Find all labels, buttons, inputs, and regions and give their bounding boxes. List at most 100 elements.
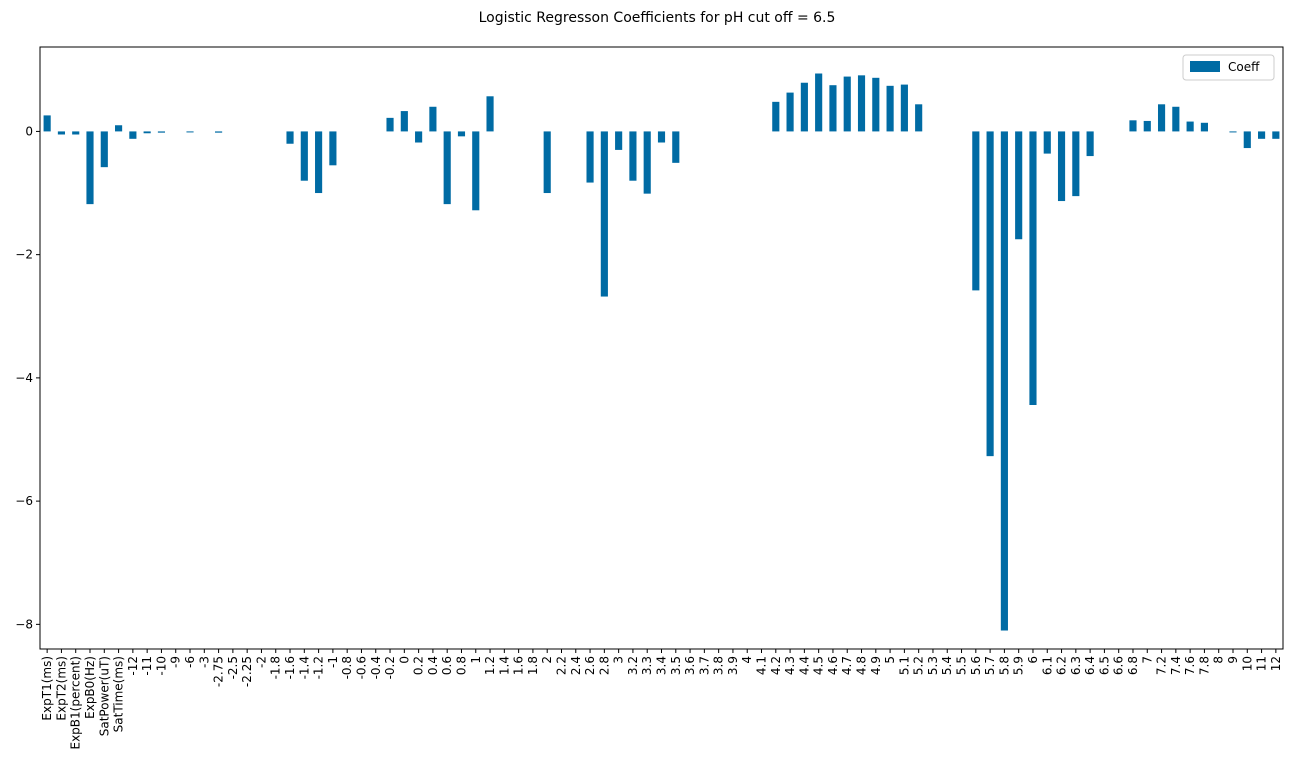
bar-11	[1258, 131, 1266, 139]
x-tick-label: 1.6	[512, 656, 526, 675]
x-tick-label: 0.8	[454, 656, 468, 675]
x-tick-label: 1.4	[497, 656, 511, 675]
x-tick-label: SatTime(ms)	[112, 656, 126, 732]
x-tick-label: SatPower(uT)	[97, 656, 111, 736]
x-tick-label: ExpT1(ms)	[40, 656, 54, 721]
y-tick-label: −4	[15, 371, 33, 385]
x-tick-label: 8	[1212, 656, 1226, 664]
bar-4.5	[815, 73, 823, 132]
x-tick-label: -2.75	[212, 656, 226, 687]
x-tick-label: -2	[254, 656, 268, 668]
legend-swatch	[1190, 61, 1220, 72]
bar-5.9	[1015, 131, 1023, 240]
bar-ExpT1(ms)	[43, 115, 51, 132]
x-tick-label: -9	[169, 656, 183, 668]
x-tick-label: -1.8	[269, 656, 283, 679]
bar-ExpB0(Hz)	[86, 131, 94, 205]
x-tick-label: -0.4	[369, 656, 383, 679]
legend-label: Coeff	[1228, 60, 1260, 74]
x-tick-label: 5.2	[912, 656, 926, 675]
bar-7.4	[1172, 106, 1180, 132]
bar-5.2	[915, 104, 923, 132]
bar-0.2	[415, 131, 423, 143]
x-tick-label: 6.5	[1097, 656, 1111, 675]
y-tick-label: −8	[15, 617, 33, 631]
bar--1.6	[286, 131, 294, 144]
x-tick-label: 0	[397, 656, 411, 664]
x-tick-label: 4.9	[869, 656, 883, 675]
x-tick-label: 2	[540, 656, 554, 664]
x-tick-label: 3.9	[726, 656, 740, 675]
x-tick-label: 1.8	[526, 656, 540, 675]
bar-4.9	[872, 77, 880, 132]
x-tick-label: 5.8	[997, 656, 1011, 675]
x-tick-label: 4.8	[855, 656, 869, 675]
x-tick-label: -1.2	[312, 656, 326, 679]
bar--1	[329, 131, 337, 166]
x-tick-label: 2.8	[597, 656, 611, 675]
bar-7	[1143, 120, 1151, 132]
bar-4.6	[829, 85, 837, 132]
bar-SatPower(uT)	[100, 131, 108, 168]
bar-4.4	[800, 82, 808, 132]
x-tick-label: 4.2	[769, 656, 783, 675]
x-tick-label: -1.4	[297, 656, 311, 679]
x-tick-label: 5	[883, 656, 897, 664]
bar-0.8	[457, 131, 466, 137]
x-tick-label: -0.6	[354, 656, 368, 679]
x-tick-label: 6.4	[1083, 656, 1097, 675]
bar-SatTime(ms)	[115, 125, 123, 132]
x-tick-label: 10	[1240, 656, 1254, 671]
x-tick-label: 11	[1255, 656, 1269, 671]
bar-5.8	[1000, 131, 1008, 631]
x-tick-label: 5.7	[983, 656, 997, 675]
x-tick-label: -0.8	[340, 656, 354, 679]
x-tick-label: -12	[126, 656, 140, 676]
x-tick-label: 3.3	[640, 656, 654, 675]
bars-layer	[43, 73, 1280, 631]
x-tick-label: 12	[1269, 656, 1283, 671]
bar-ExpT2(ms)	[57, 131, 65, 135]
x-tick-label: 3.6	[683, 656, 697, 675]
bar-10	[1243, 131, 1251, 149]
bar-6.3	[1072, 131, 1080, 197]
bar-1.2	[486, 96, 494, 132]
x-tick-label: ExpT2(ms)	[54, 656, 68, 721]
bar-7.2	[1157, 104, 1166, 132]
x-tick-label: 7.8	[1197, 656, 1211, 675]
y-tick-label: −6	[15, 494, 33, 508]
x-tick-label: -2.25	[240, 656, 254, 687]
bar-6.8	[1129, 120, 1137, 132]
x-tick-label: 6	[1026, 656, 1040, 664]
bar-4.8	[857, 75, 866, 132]
x-tick-label: ExpB0(Hz)	[83, 656, 97, 719]
x-tick-label: 0.2	[412, 656, 426, 675]
x-tick-label: -3	[197, 656, 211, 668]
bar-3.5	[672, 131, 680, 163]
bar-5.7	[986, 131, 994, 457]
bar-3	[615, 131, 623, 150]
x-tick-label: 4.6	[826, 656, 840, 675]
x-tick-label: ExpB1(percent)	[69, 656, 83, 750]
bar-12	[1272, 131, 1280, 139]
bar-9	[1229, 131, 1237, 133]
x-axis: ExpT1(ms) ExpT2(ms) ExpB1(percent) ExpB0(Hz…	[40, 649, 1283, 750]
x-tick-label: 5.4	[940, 656, 954, 675]
bar-ExpB1(percent)	[72, 131, 80, 135]
x-tick-label: 4	[740, 656, 754, 664]
x-tick-label: 0.6	[440, 656, 454, 675]
bar-0.6	[443, 131, 451, 205]
x-tick-label: 6.6	[1112, 656, 1126, 675]
bar-7.8	[1200, 122, 1208, 132]
bar-0	[400, 111, 408, 132]
bar-4.2	[772, 101, 780, 132]
x-tick-label: 6.8	[1126, 656, 1140, 675]
bar-6.4	[1086, 131, 1094, 157]
x-tick-label: 3	[612, 656, 626, 664]
x-tick-label: 1	[469, 656, 483, 664]
bar-2.8	[600, 131, 608, 297]
x-tick-label: -0.2	[383, 656, 397, 679]
bar-6.2	[1057, 131, 1066, 202]
x-tick-label: -1	[326, 656, 340, 668]
x-tick-label: 2.4	[569, 656, 583, 675]
